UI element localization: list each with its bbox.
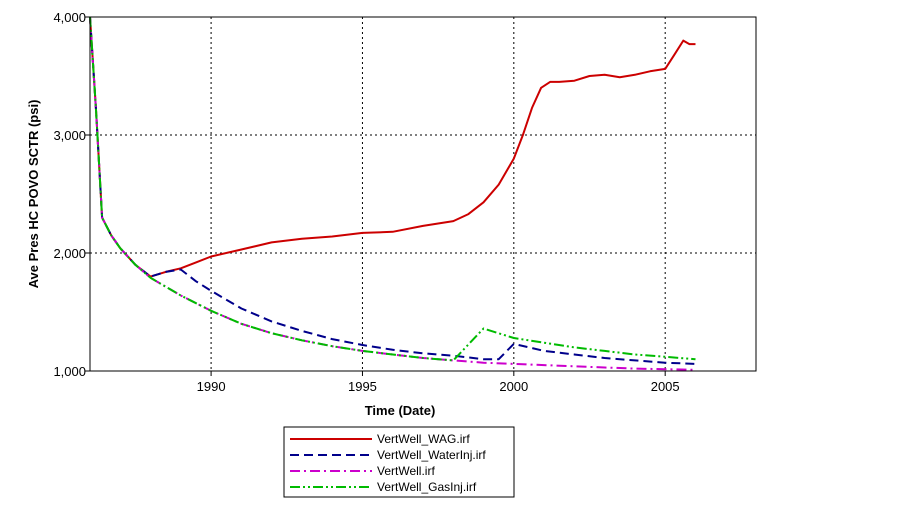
y-axis-title: Ave Pres HC POVO SCTR (psi) <box>26 100 41 289</box>
series-line-4 <box>89 16 696 362</box>
legend-label: VertWell_GasInj.irf <box>377 480 477 494</box>
axes: 1990 1995 2000 2005 1,000 2,000 3,000 4,000 <box>53 10 679 394</box>
x-tick-label: 1995 <box>348 379 377 394</box>
legend-label: VertWell_WAG.irf <box>377 432 470 446</box>
x-tick-label: 2005 <box>651 379 680 394</box>
y-tick-label: 4,000 <box>53 10 86 25</box>
y-tick-label: 2,000 <box>53 246 86 261</box>
series-line-2 <box>89 16 696 365</box>
plot-frame <box>89 16 757 372</box>
plot-background <box>90 17 756 371</box>
legend-label: VertWell_WaterInj.irf <box>377 448 486 462</box>
x-tick-label: 2000 <box>499 379 528 394</box>
legend: VertWell_WAG.irf VertWell_WaterInj.irf Ver… <box>283 426 515 498</box>
y-tick-label: 1,000 <box>53 364 86 379</box>
grid <box>90 17 756 371</box>
x-tick-label: 1990 <box>197 379 226 394</box>
series-layer <box>89 16 696 371</box>
y-tick-label: 3,000 <box>53 128 86 143</box>
x-axis-title: Time (Date) <box>365 403 436 418</box>
legend-label: VertWell.irf <box>377 464 435 478</box>
